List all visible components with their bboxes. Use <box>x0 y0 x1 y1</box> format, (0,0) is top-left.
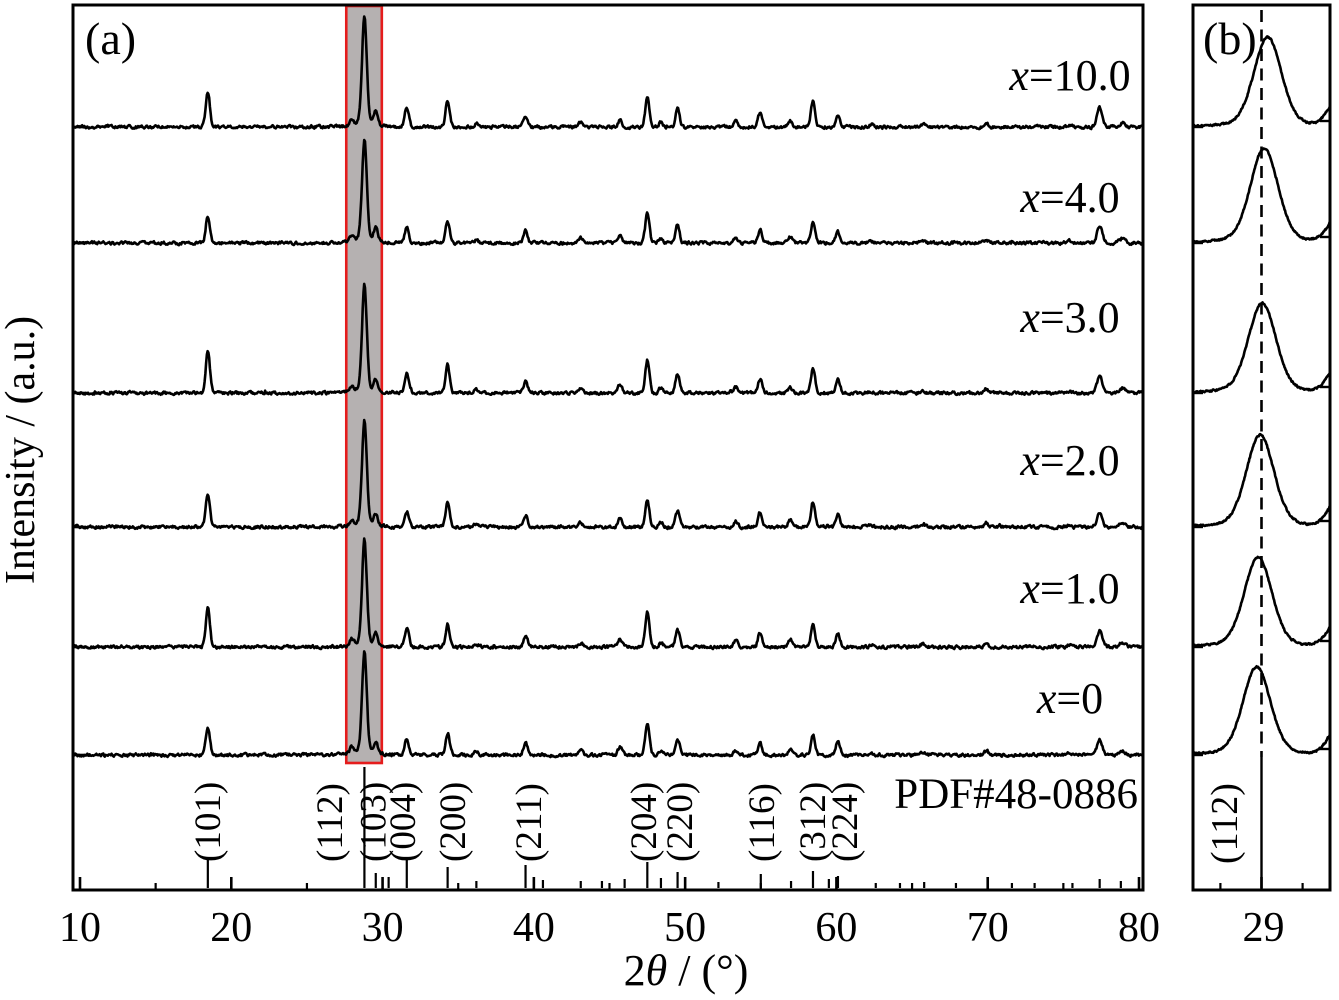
xrd-zoom-trace-x=2.0 <box>1194 432 1329 528</box>
xrd-trace-x=3.0 <box>74 282 1142 397</box>
panel-a: 10 20 30 40 50 60 70 80 x=0 x=1.0 x=2.0 x=3.0 x=4.0 x… <box>59 3 1160 951</box>
x-tick-label-20: 20 <box>210 905 252 951</box>
xrd-zoom-trace-x=0 <box>1194 665 1329 756</box>
xrd-zoom-trace-x=10.0 <box>1194 35 1329 128</box>
xrd-trace-x=10.0 <box>74 15 1142 131</box>
x-tick-label-80: 80 <box>1118 905 1160 951</box>
miller-label-(312): (312) <box>793 782 834 862</box>
miller-label-(112): (112) <box>310 783 351 862</box>
xrd-trace-x=4.0 <box>74 138 1142 247</box>
y-axis-title: Intensity / (a.u.) <box>0 316 44 584</box>
series-label-x=3.0: x=3.0 <box>1019 293 1119 342</box>
axis-titles: 2θ / (°) Intensity / (a.u.) <box>0 316 748 995</box>
x-axis-title: 2θ / (°) <box>624 946 749 995</box>
series-label-x=4.0: x=4.0 <box>1019 173 1119 222</box>
x-tick-label-30: 30 <box>362 905 404 951</box>
miller-label-(200): (200) <box>433 782 474 862</box>
miller-label-(103): (103) <box>354 782 395 862</box>
miller-label-(211): (211) <box>509 783 550 862</box>
xrd-zoom-trace-x=1.0 <box>1194 555 1329 648</box>
x-tick-label-50: 50 <box>664 905 706 951</box>
x-tick-label-70: 70 <box>967 905 1009 951</box>
pdf-reference-label: PDF#48-0886 <box>894 771 1138 818</box>
series-label-x=0: x=0 <box>1036 674 1103 723</box>
x-tick-label-60: 60 <box>815 905 857 951</box>
panel-a-frame <box>71 3 1145 892</box>
panel-b-frame <box>1191 3 1332 892</box>
series-label-x=2.0: x=2.0 <box>1019 436 1119 485</box>
miller-label-(220): (220) <box>660 782 701 862</box>
miller-label-(004): (004) <box>383 782 424 862</box>
xrd-trace-x=1.0 <box>74 537 1142 651</box>
miller-label-(224): (224) <box>825 782 866 862</box>
panel-b-tick-label: 29 <box>1243 905 1285 951</box>
xrd-zoom-trace-x=3.0 <box>1194 301 1329 394</box>
x-tick-label-10: 10 <box>59 905 101 951</box>
miller-label-(101): (101) <box>188 782 229 862</box>
miller-label-(204): (204) <box>624 782 665 862</box>
x-tick-label-40: 40 <box>513 905 555 951</box>
xrd-trace-x=2.0 <box>74 418 1142 531</box>
panel-b: (b) (112) 29 <box>1191 3 1332 951</box>
series-label-x=10.0: x=10.0 <box>1008 51 1130 100</box>
panel-b-label: (b) <box>1203 13 1257 64</box>
xrd-zoom-trace-x=4.0 <box>1194 147 1329 244</box>
panel-b-miller-label: (112) <box>1204 783 1246 864</box>
series-label-x=1.0: x=1.0 <box>1019 564 1119 613</box>
miller-label-(116): (116) <box>742 783 783 862</box>
xrd-trace-x=0 <box>74 650 1142 759</box>
panel-a-label: (a) <box>85 13 136 64</box>
